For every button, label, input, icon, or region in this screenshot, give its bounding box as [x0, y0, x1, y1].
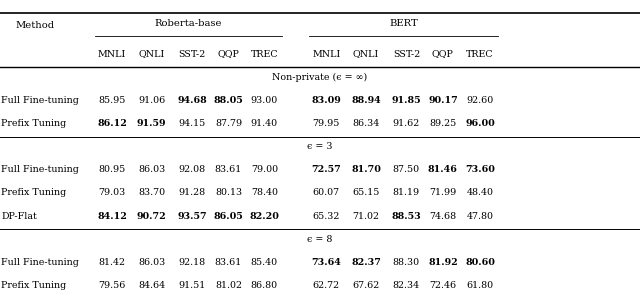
Text: MNLI: MNLI	[312, 49, 340, 59]
Text: Full Fine-tuning: Full Fine-tuning	[1, 258, 79, 267]
Text: 82.34: 82.34	[393, 281, 420, 290]
Text: 79.00: 79.00	[251, 165, 278, 174]
Text: QNLI: QNLI	[353, 49, 380, 59]
Text: 92.60: 92.60	[467, 96, 493, 105]
Text: 80.13: 80.13	[215, 189, 242, 197]
Text: 84.64: 84.64	[138, 281, 165, 290]
Text: 81.70: 81.70	[351, 165, 381, 174]
Text: 83.70: 83.70	[138, 189, 165, 197]
Text: BERT: BERT	[389, 19, 418, 28]
Text: 65.15: 65.15	[353, 189, 380, 197]
Text: 87.79: 87.79	[215, 119, 242, 128]
Text: 86.03: 86.03	[138, 165, 165, 174]
Text: 60.07: 60.07	[313, 189, 340, 197]
Text: Prefix Tuning: Prefix Tuning	[1, 119, 67, 128]
Text: 79.56: 79.56	[99, 281, 125, 290]
Text: 81.46: 81.46	[428, 165, 458, 174]
Text: Prefix Tuning: Prefix Tuning	[1, 281, 67, 290]
Text: 80.60: 80.60	[465, 258, 495, 267]
Text: 72.57: 72.57	[312, 165, 341, 174]
Text: SST-2: SST-2	[393, 49, 420, 59]
Text: Roberta-base: Roberta-base	[154, 19, 222, 28]
Text: 61.80: 61.80	[467, 281, 493, 290]
Text: 94.68: 94.68	[177, 96, 207, 105]
Text: ϵ = 3: ϵ = 3	[307, 142, 333, 151]
Text: 78.40: 78.40	[251, 189, 278, 197]
Text: 88.94: 88.94	[351, 96, 381, 105]
Text: 90.72: 90.72	[137, 212, 166, 221]
Text: 81.92: 81.92	[428, 258, 458, 267]
Text: 79.95: 79.95	[313, 119, 340, 128]
Text: 91.59: 91.59	[137, 119, 166, 128]
Text: 81.42: 81.42	[99, 258, 125, 267]
Text: 62.72: 62.72	[313, 281, 340, 290]
Text: 90.17: 90.17	[428, 96, 458, 105]
Text: QQP: QQP	[218, 49, 239, 59]
Text: 88.30: 88.30	[393, 258, 420, 267]
Text: 65.32: 65.32	[313, 212, 340, 221]
Text: 93.00: 93.00	[251, 96, 278, 105]
Text: 74.68: 74.68	[429, 212, 456, 221]
Text: TREC: TREC	[466, 49, 494, 59]
Text: 82.20: 82.20	[250, 212, 279, 221]
Text: Full Fine-tuning: Full Fine-tuning	[1, 96, 79, 105]
Text: 91.62: 91.62	[393, 119, 420, 128]
Text: Prefix Tuning: Prefix Tuning	[1, 189, 67, 197]
Text: 88.05: 88.05	[214, 96, 243, 105]
Text: MNLI: MNLI	[98, 49, 126, 59]
Text: 79.03: 79.03	[99, 189, 125, 197]
Text: TREC: TREC	[250, 49, 278, 59]
Text: 96.00: 96.00	[465, 119, 495, 128]
Text: 86.03: 86.03	[138, 258, 165, 267]
Text: 80.95: 80.95	[99, 165, 125, 174]
Text: Method: Method	[15, 21, 55, 30]
Text: 85.95: 85.95	[99, 96, 125, 105]
Text: 89.25: 89.25	[429, 119, 456, 128]
Text: 94.15: 94.15	[179, 119, 205, 128]
Text: 71.02: 71.02	[353, 212, 380, 221]
Text: 86.12: 86.12	[97, 119, 127, 128]
Text: Full Fine-tuning: Full Fine-tuning	[1, 165, 79, 174]
Text: DP-Flat: DP-Flat	[1, 212, 37, 221]
Text: 83.61: 83.61	[215, 258, 242, 267]
Text: 87.50: 87.50	[393, 165, 420, 174]
Text: QNLI: QNLI	[138, 49, 165, 59]
Text: 91.06: 91.06	[138, 96, 165, 105]
Text: 71.99: 71.99	[429, 189, 456, 197]
Text: 73.64: 73.64	[312, 258, 341, 267]
Text: 83.09: 83.09	[312, 96, 341, 105]
Text: 88.53: 88.53	[392, 212, 421, 221]
Text: QQP: QQP	[432, 49, 454, 59]
Text: 92.18: 92.18	[179, 258, 205, 267]
Text: 91.28: 91.28	[179, 189, 205, 197]
Text: 83.61: 83.61	[215, 165, 242, 174]
Text: 67.62: 67.62	[353, 281, 380, 290]
Text: 91.40: 91.40	[251, 119, 278, 128]
Text: 84.12: 84.12	[97, 212, 127, 221]
Text: 93.57: 93.57	[177, 212, 207, 221]
Text: 82.37: 82.37	[351, 258, 381, 267]
Text: 72.46: 72.46	[429, 281, 456, 290]
Text: 86.05: 86.05	[214, 212, 243, 221]
Text: 73.60: 73.60	[465, 165, 495, 174]
Text: 48.40: 48.40	[467, 189, 493, 197]
Text: ϵ = 8: ϵ = 8	[307, 235, 333, 244]
Text: SST-2: SST-2	[179, 49, 205, 59]
Text: 91.51: 91.51	[179, 281, 205, 290]
Text: 91.85: 91.85	[392, 96, 421, 105]
Text: 81.19: 81.19	[393, 189, 420, 197]
Text: 92.08: 92.08	[179, 165, 205, 174]
Text: 85.40: 85.40	[251, 258, 278, 267]
Text: Non-private (ϵ = ∞): Non-private (ϵ = ∞)	[273, 73, 367, 82]
Text: 47.80: 47.80	[467, 212, 493, 221]
Text: 86.34: 86.34	[353, 119, 380, 128]
Text: 86.80: 86.80	[251, 281, 278, 290]
Text: 81.02: 81.02	[215, 281, 242, 290]
